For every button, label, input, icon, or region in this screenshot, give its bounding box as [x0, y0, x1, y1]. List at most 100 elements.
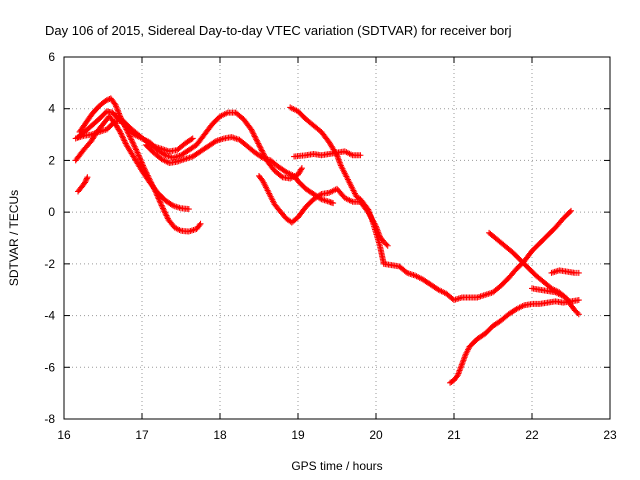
data-point	[258, 146, 265, 153]
data-point	[255, 140, 262, 147]
data-point	[298, 166, 305, 173]
data-point	[125, 130, 132, 137]
data-point	[248, 126, 255, 133]
data-point	[137, 156, 144, 163]
data-point	[118, 131, 125, 138]
data-point	[126, 132, 133, 139]
y-axis-label: SDTVAR / TECUs	[7, 190, 21, 286]
y-tick-label: -4	[44, 309, 55, 323]
data-point	[146, 176, 153, 183]
x-tick-label: 20	[369, 428, 383, 442]
data-point	[257, 144, 264, 151]
data-point	[126, 133, 133, 140]
data-point	[253, 136, 260, 143]
data-point	[121, 122, 128, 129]
data-point	[145, 173, 152, 180]
data-point	[185, 206, 192, 213]
data-point	[144, 172, 151, 179]
data-point	[83, 176, 90, 183]
x-tick-label: 19	[291, 428, 305, 442]
data-point	[162, 211, 169, 218]
data-point	[259, 148, 266, 155]
data-point	[149, 182, 156, 189]
data-point	[138, 158, 145, 165]
data-point	[120, 136, 127, 143]
data-points	[72, 95, 582, 386]
y-tick-label: 2	[48, 153, 55, 167]
series-track-13	[529, 285, 567, 300]
data-point	[153, 191, 160, 198]
data-point	[138, 159, 145, 166]
data-point	[566, 208, 573, 215]
grid	[64, 57, 610, 419]
data-point	[164, 214, 171, 221]
axis-ticks: 16 17 18 19 20 21 22 23 -8 -6 -4 -2 0 2 4 6	[44, 50, 617, 442]
data-point	[380, 238, 387, 245]
data-point	[136, 153, 143, 160]
data-point	[119, 133, 126, 140]
data-point	[384, 242, 391, 249]
data-point	[249, 129, 256, 136]
data-point	[155, 195, 162, 202]
data-point	[163, 212, 170, 219]
data-point	[278, 173, 285, 180]
x-axis-label: GPS time / hours	[291, 459, 382, 473]
data-point	[256, 141, 262, 148]
data-point	[250, 130, 257, 137]
data-point	[118, 116, 125, 123]
series-track-4	[72, 113, 192, 213]
data-point	[148, 181, 155, 188]
data-point	[571, 307, 578, 314]
data-point	[127, 135, 134, 142]
data-point	[162, 209, 169, 216]
series-track-9	[291, 148, 364, 160]
data-point	[298, 165, 305, 172]
data-point	[82, 179, 89, 186]
data-point	[120, 120, 127, 127]
data-point	[574, 309, 581, 316]
y-tick-label: -2	[44, 257, 55, 271]
data-point	[102, 97, 109, 104]
data-point	[117, 128, 124, 135]
data-point	[121, 137, 128, 144]
data-point	[117, 114, 124, 121]
series-track-10	[447, 297, 582, 386]
data-point	[122, 123, 129, 130]
data-point	[119, 119, 126, 126]
series-track-3	[75, 174, 91, 195]
data-point	[211, 138, 218, 145]
x-tick-label: 23	[603, 428, 617, 442]
data-point	[135, 152, 142, 159]
data-point	[128, 136, 135, 143]
data-point	[568, 207, 574, 214]
data-point	[135, 150, 142, 157]
x-tick-label: 17	[135, 428, 149, 442]
data-point	[142, 168, 149, 175]
data-point	[157, 199, 164, 206]
plot-frame	[63, 56, 611, 420]
series-track-12	[548, 267, 582, 276]
data-point	[139, 162, 146, 169]
data-point	[168, 201, 175, 208]
data-point	[252, 134, 259, 141]
data-point	[124, 127, 131, 134]
data-point	[141, 165, 148, 172]
data-point	[161, 208, 168, 215]
data-point	[83, 175, 90, 182]
data-point	[144, 171, 151, 178]
data-point	[357, 152, 364, 159]
data-point	[160, 206, 167, 213]
data-point	[82, 178, 89, 185]
data-point	[151, 186, 158, 193]
data-point	[152, 188, 159, 195]
data-point	[196, 222, 203, 229]
series-track-6	[142, 134, 337, 207]
data-point	[248, 127, 255, 134]
data-point	[158, 201, 165, 208]
data-point	[119, 134, 126, 141]
data-point	[143, 169, 150, 176]
data-point	[158, 202, 165, 209]
series-track-8	[287, 104, 574, 304]
data-point	[156, 198, 163, 205]
data-point	[575, 269, 582, 276]
